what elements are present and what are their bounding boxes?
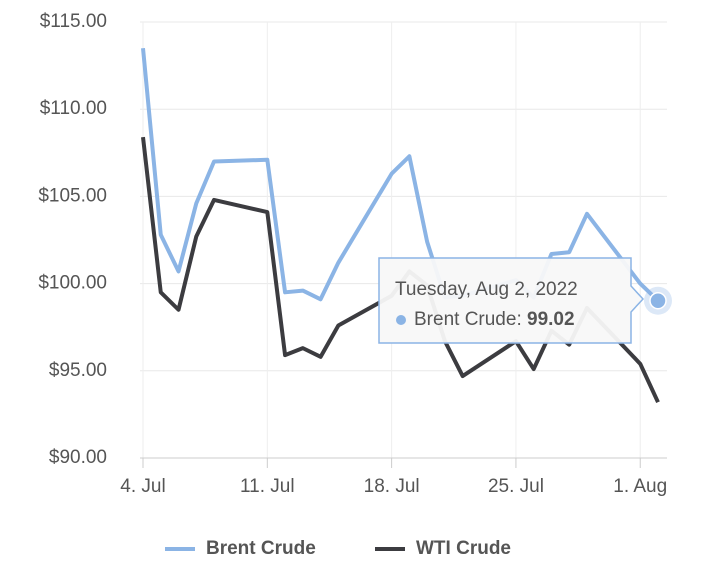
y-tick-label: $100.00 xyxy=(38,273,107,294)
x-tick-label: 11. Jul xyxy=(240,476,295,497)
hover-point xyxy=(649,291,667,310)
x-tick-label: 1. Aug xyxy=(613,476,667,497)
tooltip-box xyxy=(378,257,645,344)
tooltip-value: 99.02 xyxy=(527,309,575,330)
tooltip-text: Brent Crude: 99.02 xyxy=(414,309,575,330)
y-tick-label: $110.00 xyxy=(40,98,107,119)
tooltip-title: Tuesday, Aug 2, 2022 xyxy=(395,279,578,300)
tooltip: Tuesday, Aug 2, 2022 Brent Crude: 99.02 xyxy=(378,257,645,344)
tooltip-dot xyxy=(396,315,406,325)
legend-label: WTI Crude xyxy=(416,538,511,559)
x-tick-label: 25. Jul xyxy=(488,476,544,497)
tooltip-series: Brent Crude xyxy=(414,309,516,330)
legend-item: WTI Crude xyxy=(375,538,511,559)
y-tick-label: $90.00 xyxy=(49,447,107,468)
x-tick-label: 4. Jul xyxy=(120,476,165,497)
legend-label: Brent Crude xyxy=(206,538,316,559)
y-tick-label: $105.00 xyxy=(38,185,107,206)
legend-item: Brent Crude xyxy=(165,538,316,559)
series-line xyxy=(141,47,660,303)
y-tick-label: $115.00 xyxy=(40,11,107,32)
x-tick-label: 18. Jul xyxy=(364,476,420,497)
y-tick-label: $95.00 xyxy=(49,360,107,381)
